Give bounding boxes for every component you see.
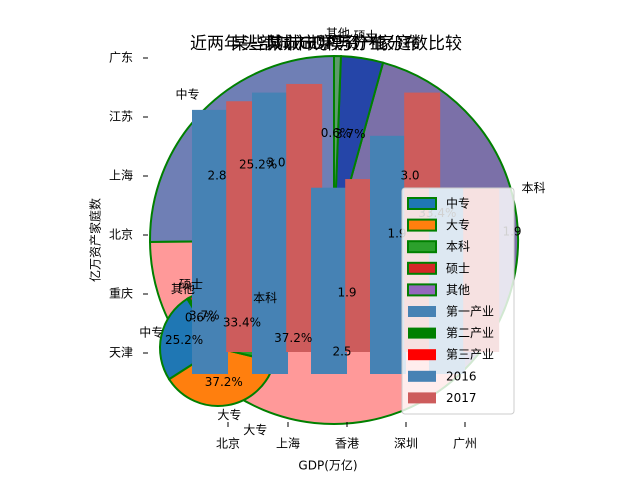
legend-swatch: [408, 306, 436, 317]
pie-large-slice-label: 其他: [326, 26, 350, 40]
legend-label: 2017: [446, 391, 477, 405]
pie-small-slice-label: 其他: [171, 282, 195, 296]
x-tick-label: 北京: [216, 437, 240, 451]
pie-large-slice-label: 中专: [175, 87, 199, 102]
chart-title-overlay-2: 某城市学历分布: [267, 34, 386, 54]
x-tick-label: 香港: [335, 437, 359, 451]
y-axis-label: 亿万资产家庭数: [88, 198, 103, 282]
legend-swatch: [407, 283, 437, 297]
pie-large-slice-pct: 37.2%: [274, 331, 312, 345]
bar-2016: [192, 109, 228, 374]
axes-layer: [143, 57, 466, 427]
text-layer: 中专25.2%大专37.2%本科33.4%硕士3.7%其他0.6%中专25.2%…: [88, 26, 546, 472]
bar-value-label: 2.8: [207, 169, 226, 183]
chart-title: 近两年头部城市规模资产家庭数比较: [190, 34, 462, 54]
pie-large-slice-label: 硕士: [354, 29, 378, 43]
bar-2016: [252, 92, 288, 375]
pie-small-slice-label: 硕士: [179, 278, 203, 292]
pie-large-slice-label: 本科: [522, 181, 546, 195]
legend-label: 第二产业: [446, 326, 494, 340]
hbar-tick-label: 北京: [109, 228, 133, 242]
pie-large-slice-pct: 0.6%: [321, 126, 352, 140]
pie-large-slice-label: 大专: [243, 422, 267, 437]
legend-swatch: [408, 370, 436, 382]
legend-swatch: [408, 392, 436, 404]
bar-value-label: 3.0: [400, 169, 419, 183]
legend-swatch: [408, 327, 436, 339]
legend-label: 第一产业: [446, 305, 494, 319]
hbar-tick-label: 江苏: [109, 110, 133, 124]
legend-label: 2016: [446, 369, 477, 383]
hbar-tick-label: 天津: [109, 346, 133, 360]
bar-value-label: 2.5: [332, 345, 351, 359]
legend-swatch: [407, 197, 437, 210]
bar-value-label: 1.9: [337, 286, 356, 300]
legend-label: 其他: [446, 283, 470, 297]
x-tick-label: 广州: [453, 437, 477, 451]
legend-swatch: [407, 218, 437, 232]
x-tick-label: 上海: [276, 436, 300, 451]
bar-2016: [370, 135, 406, 374]
pie-small-slice-pct: 0.6%: [185, 311, 216, 325]
pie-large-slice-pct: 3.7%: [335, 127, 366, 141]
pie-small-slice-pct: 25.2%: [165, 333, 203, 347]
legend-label: 硕士: [446, 261, 470, 275]
pie-small-slice-label: 本科: [253, 291, 277, 305]
hbar-tick-label: 广东: [109, 51, 133, 65]
pie-small-slice-label: 中专: [139, 324, 163, 339]
hbar-tick-label: 重庆: [109, 287, 133, 301]
legend-label: 中专: [446, 196, 470, 211]
legend-label: 第三产业: [446, 348, 494, 362]
legend-swatch: [407, 261, 437, 275]
x-tick-label: 深圳: [394, 437, 418, 451]
legend-label: 大专: [446, 217, 470, 232]
pie-small-slice-label: 大专: [217, 407, 241, 422]
pie-large-slice-pct: 25.2%: [239, 157, 277, 171]
pie-small-slice-pct: 3.7%: [189, 309, 220, 323]
legend-swatch: [407, 240, 437, 254]
hbar-tick-label: 上海: [109, 168, 133, 183]
legend-label: 本科: [446, 240, 470, 254]
pie-small-slice: [159, 297, 220, 381]
chart-title-overlay: 某些城市GDP与产业分布: [231, 34, 421, 54]
x-axis-label: GDP(万亿): [298, 458, 357, 473]
pie-small-slice-pct: 33.4%: [223, 315, 261, 329]
bar-2016: [311, 187, 347, 374]
pie-small-slice-pct: 37.2%: [205, 375, 243, 389]
bar-value-label: 3.0: [266, 156, 285, 170]
legend-swatch: [408, 349, 436, 361]
